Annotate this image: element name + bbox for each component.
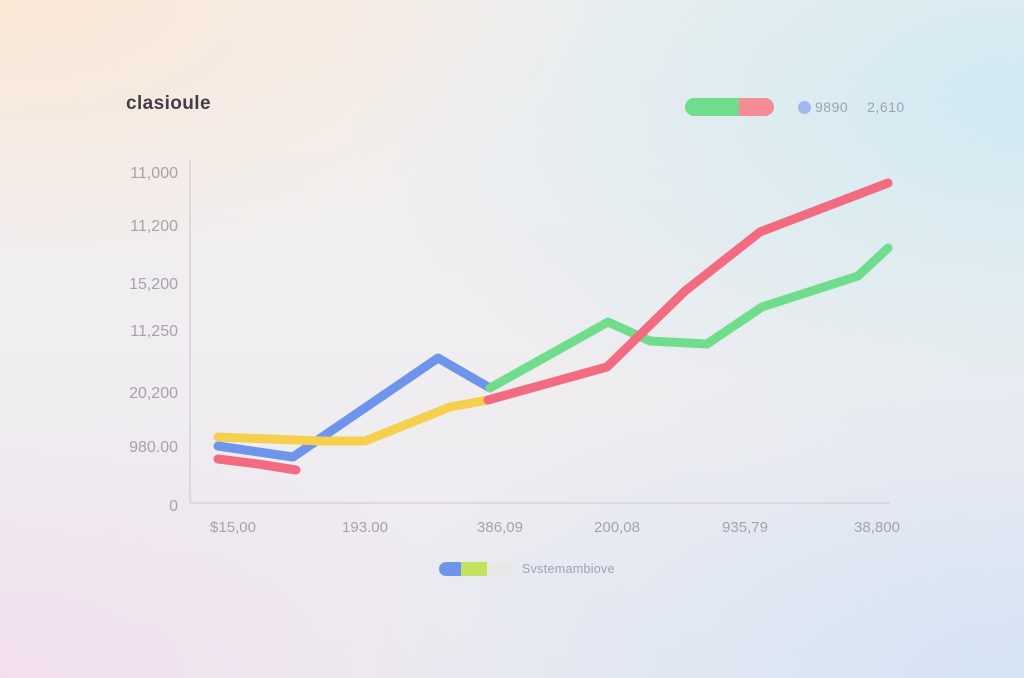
legend-bottom: Svstemambiove: [439, 562, 615, 576]
series-yellow-pink-line-yellow-segment: [213, 395, 493, 446]
y-axis-tick: 20,200: [129, 385, 178, 402]
legend-bottom-label: Svstemambiove: [522, 562, 615, 576]
legend-pill-green-segment: [685, 98, 740, 116]
y-axis-tick: 980.00: [129, 439, 178, 456]
y-axis-tick: 11,250: [130, 323, 178, 340]
legend-pill-gray-segment: [487, 562, 513, 576]
series-blue-green-line-green-segment: [485, 243, 893, 393]
legend-top-value-1: 9890: [815, 99, 849, 115]
y-axis-tick: 0: [169, 498, 178, 515]
x-axis-tick: 935,79: [722, 519, 768, 536]
y-axis-tick: 15,200: [129, 276, 178, 293]
legend-bottom-pill: [439, 562, 513, 576]
series-pink-short-line-pink-segment: [213, 454, 301, 475]
x-axis-tick: $15,00: [210, 519, 256, 536]
x-axis-tick: 200,08: [594, 519, 640, 536]
y-axis-tick: 11,000: [130, 165, 178, 182]
x-axis-tick: 193.00: [342, 519, 388, 536]
chart-title: clasioule: [126, 93, 211, 114]
series-blue-green-line-blue-segment: [213, 353, 495, 462]
legend-pill-lime-segment: [461, 562, 488, 576]
legend-top: 9890 2,610: [685, 98, 905, 116]
y-axis-tick: 11,200: [130, 218, 178, 235]
legend-blue-dot-icon: [798, 100, 811, 114]
x-axis-tick: 38,800: [854, 519, 900, 536]
legend-pill-blue-segment: [439, 562, 462, 576]
legend-pill-red-segment: [739, 98, 774, 116]
legend-top-value-2: 2,610: [867, 99, 905, 115]
legend-top-pill: [685, 98, 774, 116]
x-axis-tick: 386,09: [477, 519, 523, 536]
series-yellow-pink-line-pink-segment: [483, 178, 893, 405]
